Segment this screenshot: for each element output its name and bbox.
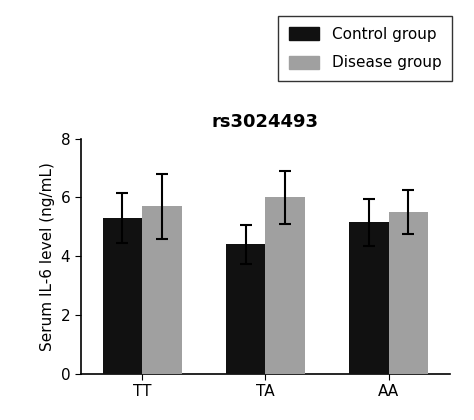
Title: rs3024493: rs3024493 (212, 113, 319, 131)
Bar (389, 212, 428, 374)
Bar (226, 244, 265, 374)
Legend: Control group, Disease group: Control group, Disease group (278, 16, 452, 81)
Bar (103, 218, 142, 374)
Bar (265, 197, 305, 374)
Bar (142, 206, 182, 374)
Y-axis label: Serum IL-6 level (ng/mL): Serum IL-6 level (ng/mL) (40, 162, 55, 351)
Bar (349, 222, 389, 374)
